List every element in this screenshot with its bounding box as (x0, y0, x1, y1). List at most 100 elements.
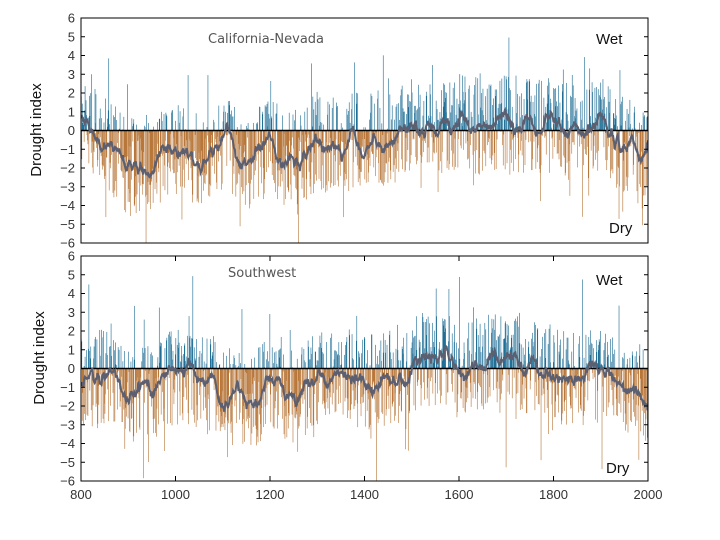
bar-year-1202 (270, 368, 272, 378)
bar-year-831 (95, 368, 97, 407)
bar-year-1491 (407, 368, 409, 388)
bar-year-1235 (286, 130, 288, 147)
bar-year-1454 (390, 130, 391, 171)
bar-year-1465 (395, 368, 396, 416)
bar-year-1007 (178, 130, 180, 166)
bar-year-1449 (387, 368, 389, 396)
bar-year-1904 (602, 368, 604, 387)
bar-year-1281 (308, 346, 309, 369)
bar-year-1980 (638, 130, 640, 133)
bar-year-1702 (507, 335, 508, 369)
bar-year-922 (138, 130, 140, 183)
bar-year-1579 (449, 316, 450, 369)
bar-year-1542 (431, 130, 433, 138)
bar-year-826 (93, 130, 94, 151)
bar-year-1426 (376, 368, 378, 417)
bar-year-1175 (258, 347, 259, 369)
bar-year-1323 (328, 130, 329, 182)
bar-year-932 (143, 368, 144, 479)
bar-year-1148 (245, 130, 247, 158)
bar-year-1623 (469, 368, 471, 383)
bar-year-1300 (317, 368, 318, 425)
bar-year-970 (161, 111, 162, 131)
bar-year-1066 (206, 127, 208, 131)
bar-year-1298 (316, 130, 317, 181)
bar-year-1782 (545, 130, 546, 137)
bar-year-1384 (356, 368, 358, 404)
bar-year-896 (126, 130, 127, 166)
bar-year-1603 (460, 130, 462, 146)
bar-year-1413 (370, 368, 372, 439)
bar-year-881 (119, 128, 120, 131)
bar-year-1177 (259, 368, 260, 415)
bar-year-1556 (438, 360, 439, 369)
bar-year-1427 (377, 98, 378, 131)
bar-year-1512 (417, 368, 419, 386)
bar-year-1721 (516, 113, 517, 131)
bar-year-1565 (442, 318, 444, 369)
bar-year-874 (115, 120, 117, 131)
bar-year-1730 (520, 368, 522, 372)
bar-year-1111 (227, 368, 229, 396)
bar-year-1035 (192, 338, 193, 369)
bar-year-1917 (608, 368, 610, 403)
bar-year-1969 (633, 130, 634, 165)
bar-year-949 (151, 130, 153, 182)
bar-year-1024 (186, 368, 188, 375)
bar-year-1502 (412, 130, 414, 140)
bar-year-1748 (528, 366, 530, 369)
bar-year-1848 (576, 368, 577, 383)
bar-year-950 (151, 130, 153, 169)
bar-year-1939 (619, 130, 620, 187)
bar-year-1483 (403, 368, 405, 377)
bar-year-1167 (254, 130, 256, 160)
bar-year-1607 (462, 368, 463, 376)
bar-year-1414 (371, 334, 372, 369)
bar-year-809 (85, 368, 86, 421)
bar-year-1373 (351, 334, 353, 369)
bar-year-1992 (644, 115, 645, 131)
bar-year-1373 (351, 93, 353, 131)
bar-year-812 (86, 368, 88, 415)
bar-year-948 (150, 130, 152, 180)
bar-year-1610 (463, 342, 465, 369)
bar-year-1987 (641, 130, 643, 209)
bar-year-1690 (501, 78, 503, 131)
bar-year-1315 (324, 368, 325, 409)
bar-year-968 (160, 342, 161, 369)
bar-year-1698 (505, 107, 506, 131)
bar-year-1220 (279, 130, 281, 171)
bar-year-844 (101, 337, 103, 369)
bar-year-1503 (413, 130, 414, 139)
bar-year-1953 (625, 368, 627, 395)
bar-year-1302 (318, 368, 319, 403)
bar-year-1512 (417, 108, 419, 131)
bar-year-1085 (215, 368, 217, 431)
bar-year-1010 (180, 361, 181, 369)
bar-year-1798 (552, 130, 554, 159)
bar-year-1301 (317, 360, 319, 369)
bar-year-933 (143, 130, 145, 167)
bar-year-1659 (486, 368, 488, 403)
bar-year-1088 (217, 368, 218, 398)
bar-year-1704 (508, 76, 509, 131)
bar-year-1834 (569, 368, 571, 397)
bar-year-1000 (175, 338, 177, 369)
bar-year-929 (141, 130, 143, 184)
bar-year-1013 (181, 355, 183, 369)
bar-year-1309 (321, 122, 323, 131)
bar-year-1750 (529, 130, 531, 142)
bar-year-1566 (442, 325, 444, 369)
bar-year-1821 (563, 331, 565, 369)
bar-year-1223 (280, 336, 282, 369)
bar-year-1520 (421, 130, 422, 163)
bar-year-1921 (610, 130, 612, 171)
bar-year-1461 (393, 368, 394, 402)
bar-year-1284 (309, 130, 311, 187)
bar-year-1055 (201, 353, 203, 369)
bar-year-1866 (584, 130, 586, 150)
bar-year-1085 (215, 130, 217, 143)
bar-year-1714 (512, 334, 514, 369)
bar-year-1938 (618, 130, 620, 219)
